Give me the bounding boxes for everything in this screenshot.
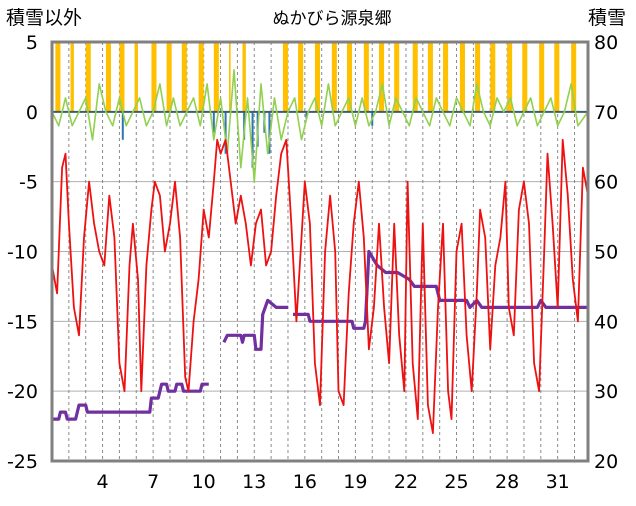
sunshine-bar [55, 42, 61, 112]
y-left-tick-label: -25 [7, 451, 38, 473]
sunshine-bar [412, 42, 418, 112]
x-tick-label: 10 [192, 471, 216, 493]
left-axis-label: 積雪以外 [6, 7, 82, 29]
temperature-line [51, 138, 589, 434]
sunshine-bar [70, 42, 74, 112]
y-left-tick-label: -15 [7, 311, 38, 333]
precipitation-bar [212, 111, 215, 133]
x-tick-label: 13 [242, 471, 266, 493]
sunshine-bar [394, 42, 400, 112]
x-tick-label: 22 [394, 471, 418, 493]
sunshine-bar [85, 42, 91, 112]
y-right-tick-label: 40 [594, 311, 618, 333]
sunshine-bar [443, 42, 449, 112]
snow-depth-line [52, 249, 588, 421]
sunshine-bar [539, 42, 545, 112]
sunshine-bar [459, 42, 465, 112]
sunshine-bar [119, 42, 125, 112]
sunshine-bar [151, 42, 157, 112]
sunshine-bar [198, 42, 204, 112]
bars-layer [55, 42, 577, 168]
sunshine-bar [571, 42, 577, 112]
x-tick-label: 16 [293, 471, 317, 493]
sunshine-bar [490, 42, 496, 112]
sunshine-bar [166, 42, 172, 112]
x-tick-label: 7 [147, 471, 159, 493]
y-left-tick-label: -10 [7, 242, 38, 264]
y-right-tick-label: 30 [594, 381, 618, 403]
plot-frame [50, 40, 590, 463]
sunshine-bar [242, 42, 246, 112]
x-tick-label: 28 [495, 471, 519, 493]
sunshine-bar [134, 42, 138, 112]
y-right-tick-label: 80 [594, 32, 618, 54]
chart-title: ぬかびら源泉郷 [273, 9, 392, 29]
y-left-tick-label: -20 [7, 381, 38, 403]
sunshine-bar [522, 42, 528, 112]
y-left-tick-label: 0 [26, 102, 38, 124]
x-tick-label: 19 [343, 471, 367, 493]
wind-line [51, 69, 589, 183]
sunshine-bar [363, 42, 369, 112]
sunshine-bar [507, 42, 513, 112]
precipitation-bar [251, 111, 254, 168]
x-tick-label: 25 [444, 471, 468, 493]
y-right-tick-label: 50 [594, 242, 618, 264]
sunshine-bar [282, 42, 288, 112]
sunshine-bar [314, 42, 320, 112]
y-left-tick-label: 5 [26, 32, 38, 54]
x-tick-label: 31 [546, 471, 570, 493]
sunshine-bar [298, 42, 304, 112]
sunshine-bar [378, 42, 385, 112]
frame-layer [50, 40, 590, 463]
sunshine-bar [346, 42, 353, 112]
y-right-tick-label: 60 [594, 172, 618, 194]
sunshine-bar [105, 42, 111, 112]
right-axis-label: 積雪 [588, 7, 626, 29]
y-left-tick-label: -5 [19, 172, 38, 194]
precipitation-bar [224, 111, 227, 154]
lines-layer [51, 69, 589, 434]
precipitation-bar [305, 111, 308, 119]
sunshine-bar [213, 42, 219, 112]
sunshine-bar [554, 42, 560, 112]
precipitation-bar [121, 111, 124, 140]
sunshine-bar [427, 42, 433, 112]
sunshine-bar [331, 42, 337, 112]
sunshine-bar [475, 42, 481, 112]
y-right-tick-label: 20 [594, 451, 618, 473]
sunshine-bar [181, 42, 187, 112]
x-tick-label: 4 [97, 471, 109, 493]
precipitation-bar [268, 111, 271, 154]
sunshine-bar [228, 42, 231, 112]
y-right-tick-label: 70 [594, 102, 618, 124]
